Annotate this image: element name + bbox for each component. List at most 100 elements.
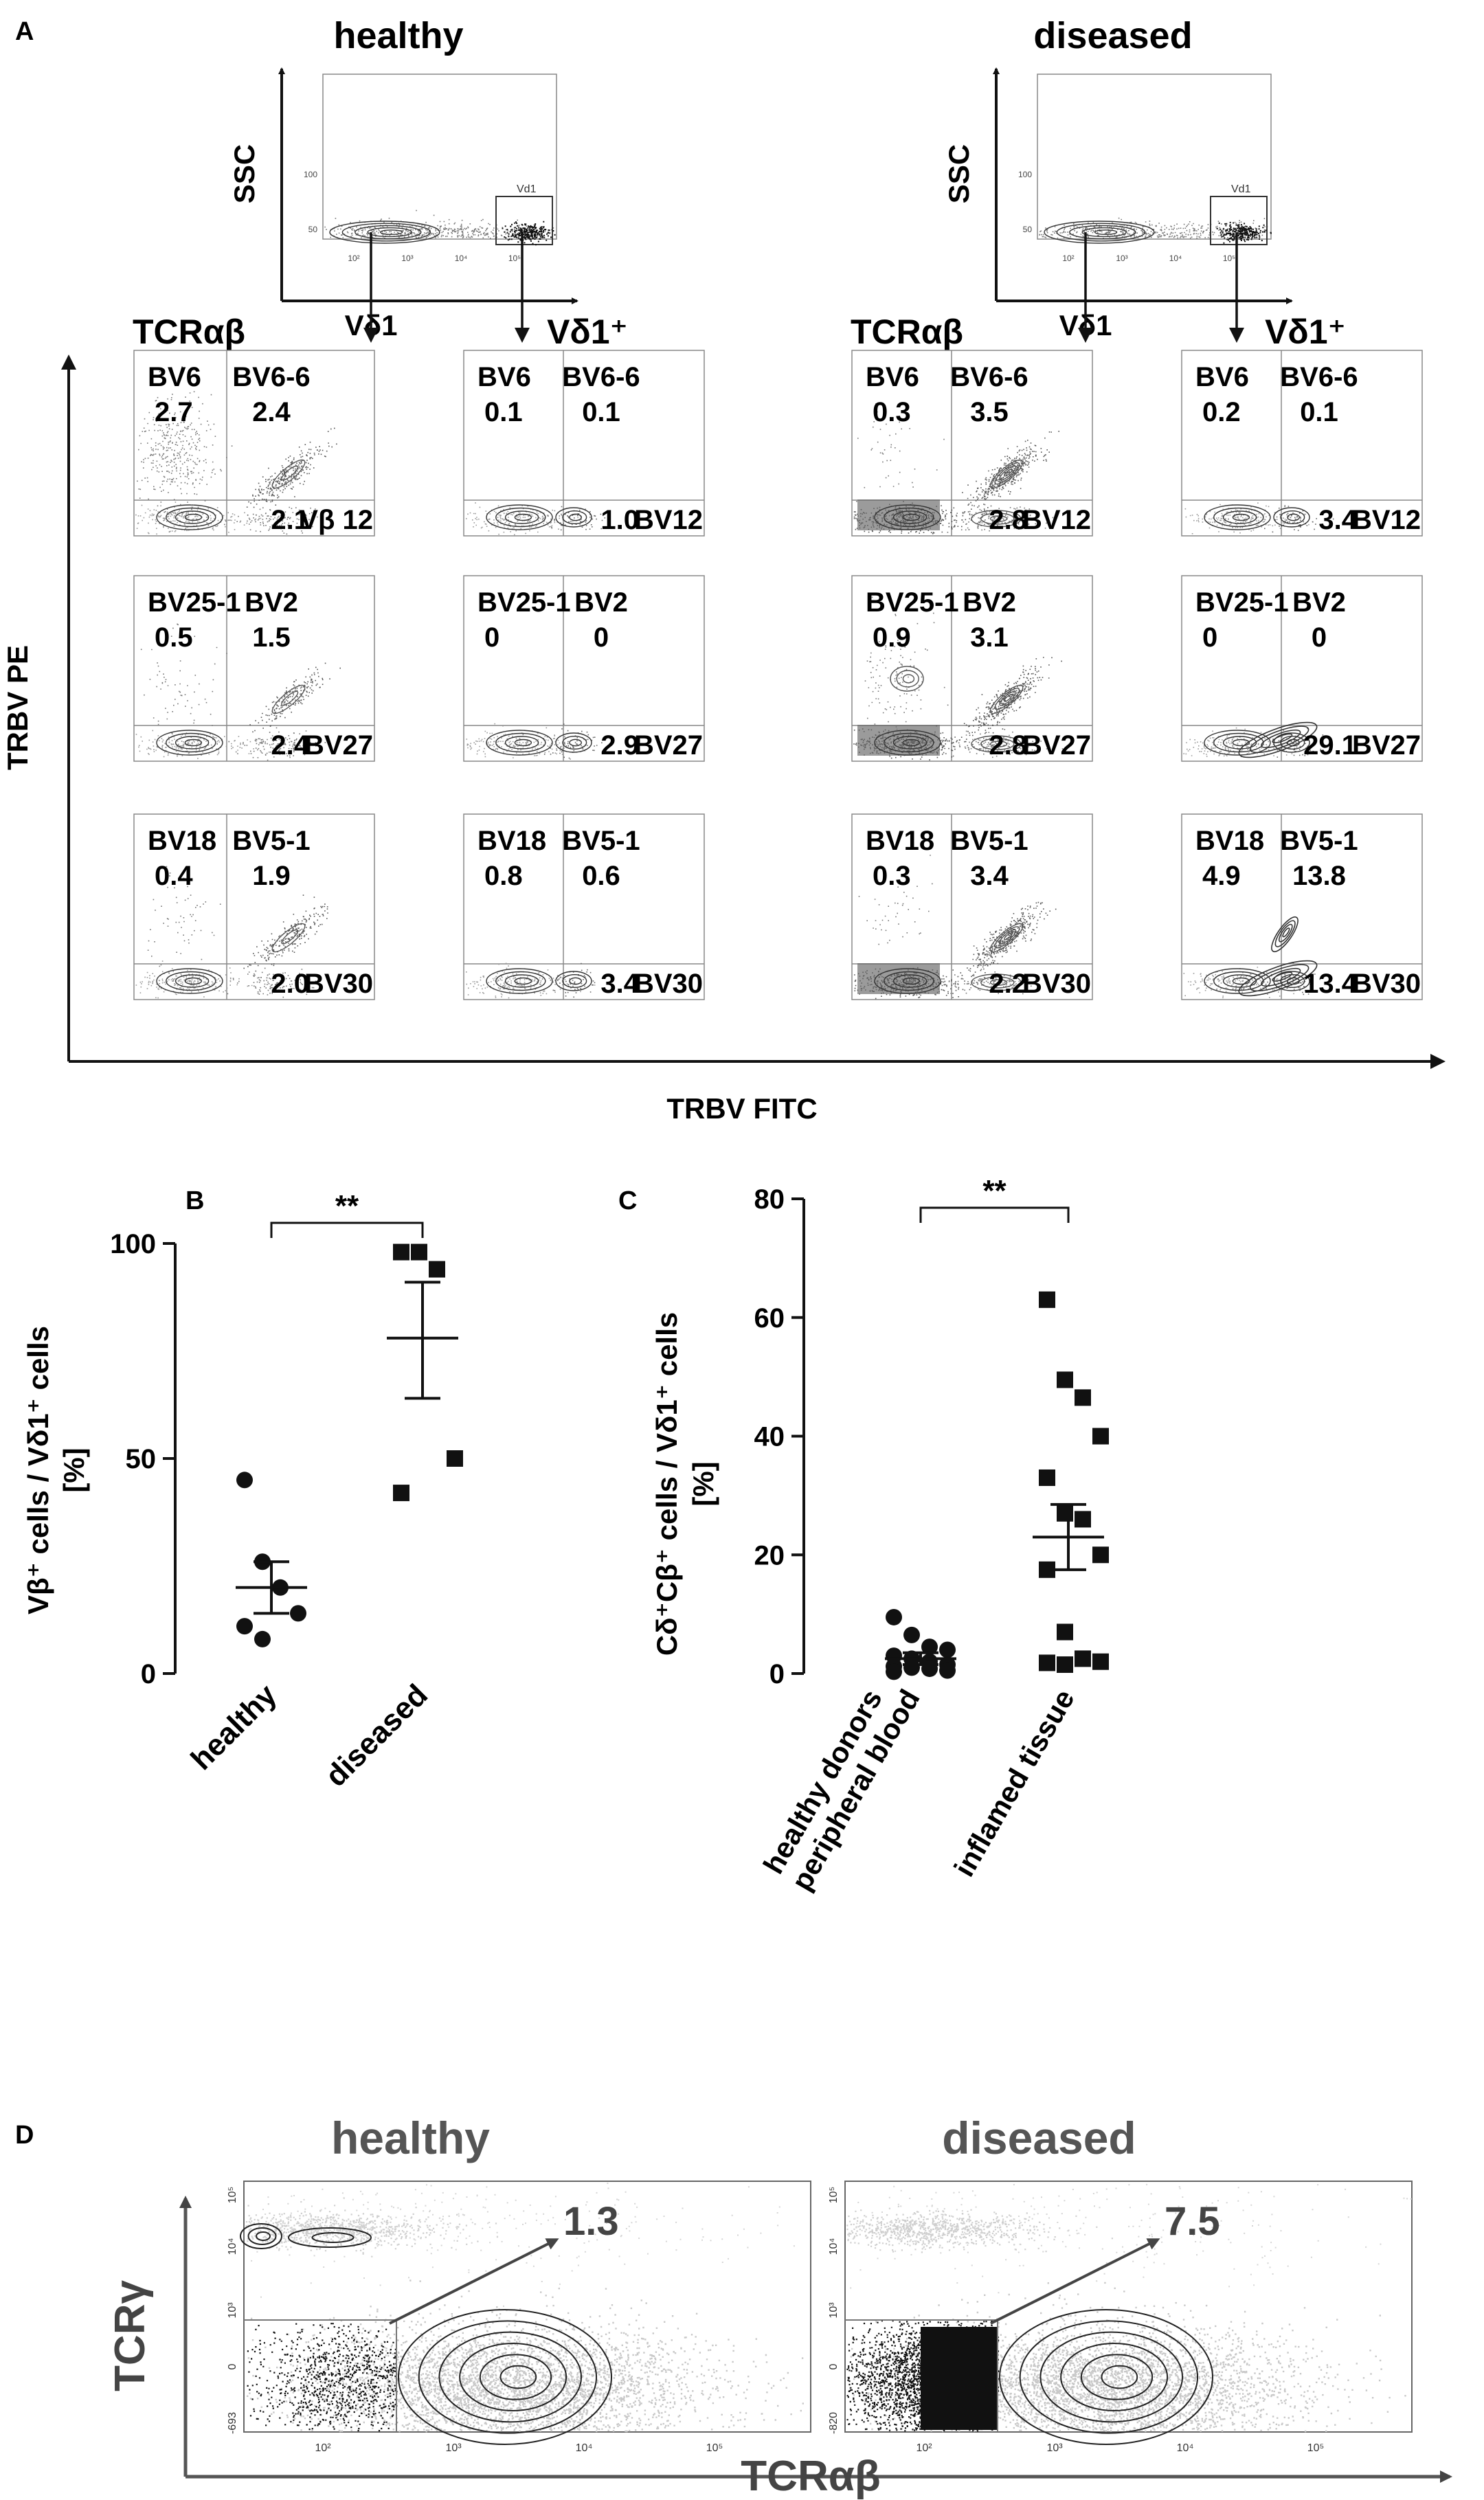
ul-contour xyxy=(902,674,915,684)
plot-title: diseased xyxy=(942,2113,1136,2163)
significance-stars: ** xyxy=(335,1189,359,1223)
ur-contour xyxy=(281,929,299,945)
plot-frame xyxy=(1181,350,1423,537)
ul-name: BV6 xyxy=(866,362,919,392)
y-tick-label: 10³ xyxy=(227,2302,238,2319)
lr-contour xyxy=(562,510,587,525)
lr-contour-strong xyxy=(1249,725,1309,754)
negative-contour xyxy=(184,977,203,985)
x-tick-label: 10² xyxy=(916,2442,932,2454)
lr-contour xyxy=(971,973,1022,991)
negative-contour xyxy=(166,732,216,753)
data-point xyxy=(447,1450,463,1467)
x-tick-label: 10² xyxy=(315,2442,331,2454)
plot-frame xyxy=(243,2181,811,2433)
tcr-ab-label: TCRαβ xyxy=(741,2453,880,2500)
gate-arrow xyxy=(990,2238,1160,2325)
significance-bracket xyxy=(270,1221,424,1238)
ssc-tick: 100 xyxy=(1018,170,1032,179)
lr-contour-strong xyxy=(1238,960,1318,997)
plot-frame xyxy=(463,575,705,762)
x-tick-label: 10⁴ xyxy=(1177,2442,1194,2454)
lr-value: 2.8 xyxy=(989,505,1027,535)
ul-contour xyxy=(896,670,919,688)
ul-value: 0.1 xyxy=(484,397,523,427)
lr-contour xyxy=(1287,513,1300,521)
gate-value: 7.5 xyxy=(1165,2199,1220,2244)
vd1-tick: 10⁵ xyxy=(508,254,521,263)
scatter-contour xyxy=(379,229,403,235)
ur-name: BV5-1 xyxy=(1280,826,1358,856)
data-point xyxy=(236,1618,253,1635)
negative-contour xyxy=(1204,504,1271,530)
lr-contour xyxy=(562,973,587,989)
lr-name: BV30 xyxy=(1022,969,1091,999)
y-tick-label: -693 xyxy=(227,2412,238,2434)
lr-contour xyxy=(1280,735,1305,750)
scatter-contour xyxy=(341,223,431,242)
ul-name: BV25-1 xyxy=(1195,587,1289,618)
data-point xyxy=(1092,1653,1109,1670)
gamma-contour-left xyxy=(247,2227,277,2245)
ul-name: BV18 xyxy=(866,826,934,856)
ul-name: BV25-1 xyxy=(477,587,571,618)
ur-name: BV5-1 xyxy=(562,826,640,856)
x-tick-label: 10³ xyxy=(1046,2442,1063,2454)
group-title: diseased xyxy=(1033,15,1192,56)
alpha-beta-contour xyxy=(1101,2365,1138,2389)
alpha-beta-contour xyxy=(999,2309,1213,2445)
lr-contour xyxy=(971,735,1022,753)
plot-frame xyxy=(133,813,375,1000)
panel-a: A TRBV PE TRBV FITC healthySSCVδ11005010… xyxy=(1,15,1446,1125)
ur-name: BV6-6 xyxy=(1280,362,1358,392)
data-point xyxy=(903,1626,920,1643)
data-point xyxy=(886,1663,902,1680)
ur-value: 1.5 xyxy=(252,622,291,653)
negative-contour xyxy=(156,730,223,756)
negative-contour xyxy=(874,730,941,756)
negative-contour xyxy=(902,739,921,747)
vd1-gate-events xyxy=(502,221,556,246)
vd1-gate-events xyxy=(1216,221,1272,244)
data-point xyxy=(921,1638,938,1656)
data-point xyxy=(393,1485,409,1502)
negative-contour xyxy=(514,739,532,747)
group-title: healthy xyxy=(333,15,463,56)
dense-negative-area xyxy=(857,499,940,530)
ul-value: 0.2 xyxy=(1202,397,1241,427)
panel-b: B Vβ⁺ cells / Vδ1⁺ cells [%] 0 50 100 ** hea… xyxy=(22,1186,463,1793)
negative-contour xyxy=(1204,730,1271,756)
ul-value: 0.8 xyxy=(484,861,523,891)
lr-name: BV12 xyxy=(1022,505,1091,535)
category-label-healthy: healthy xyxy=(184,1678,283,1777)
plot-frame xyxy=(1181,575,1423,762)
lr-contour xyxy=(980,738,1015,750)
vd1-tick: 10⁵ xyxy=(1223,254,1235,263)
vd1-gate xyxy=(1210,196,1268,245)
lr-value: 2.9 xyxy=(600,730,639,761)
lr-contour-strong xyxy=(1261,967,1301,987)
data-point xyxy=(1075,1650,1091,1667)
data-point xyxy=(1057,1505,1073,1522)
ssc-tick: 100 xyxy=(304,170,317,179)
lr-contour xyxy=(569,513,582,521)
gamma-cloud xyxy=(245,2197,498,2257)
negative-contour xyxy=(175,974,210,988)
y-tick-label: 10⁴ xyxy=(828,2238,840,2255)
lr-events xyxy=(948,969,1070,995)
ul-value: 0.3 xyxy=(873,861,911,891)
scatter-events xyxy=(324,210,554,239)
data-point xyxy=(290,1605,306,1622)
negative-contour xyxy=(902,977,921,985)
ul-value: 0 xyxy=(484,622,499,653)
negative-contour xyxy=(166,507,216,528)
ur-contour xyxy=(999,929,1017,945)
scatter-frame xyxy=(1037,74,1272,240)
negative-contour xyxy=(874,504,941,530)
